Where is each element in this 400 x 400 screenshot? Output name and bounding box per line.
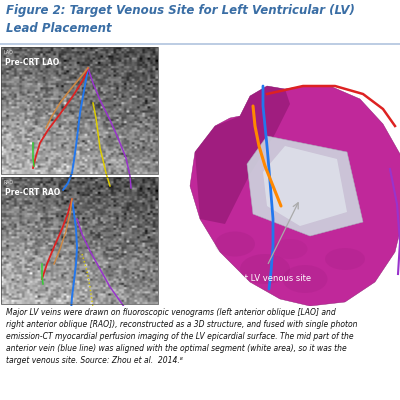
- Text: Pre-CRT RAO: Pre-CRT RAO: [5, 188, 60, 197]
- Bar: [1, 177, 158, 304]
- Text: Pre-CRT LAO: Pre-CRT LAO: [5, 58, 59, 67]
- Ellipse shape: [215, 232, 255, 256]
- Text: RAO: RAO: [4, 180, 14, 185]
- Text: Major LV veins were drawn on fluoroscopic venograms (left anterior oblique [LAO]: Major LV veins were drawn on fluoroscopi…: [6, 308, 358, 366]
- Text: Z: Z: [166, 91, 171, 97]
- Text: Lead Placement: Lead Placement: [6, 22, 112, 35]
- Text: X: X: [196, 53, 201, 59]
- Polygon shape: [195, 86, 290, 224]
- Bar: [1, 47, 158, 174]
- Ellipse shape: [325, 248, 365, 270]
- Polygon shape: [247, 136, 363, 236]
- Ellipse shape: [240, 254, 290, 284]
- Text: Figure 2: Target Venous Site for Left Ventricular (LV): Figure 2: Target Venous Site for Left Ve…: [6, 4, 355, 17]
- Polygon shape: [190, 86, 400, 306]
- Text: LAO: LAO: [4, 50, 14, 55]
- Text: Target LV venous site: Target LV venous site: [222, 274, 312, 283]
- Text: 3D SPECT-vein fusion: 3D SPECT-vein fusion: [314, 60, 395, 69]
- Ellipse shape: [272, 239, 308, 259]
- Ellipse shape: [282, 265, 328, 293]
- Polygon shape: [263, 146, 347, 226]
